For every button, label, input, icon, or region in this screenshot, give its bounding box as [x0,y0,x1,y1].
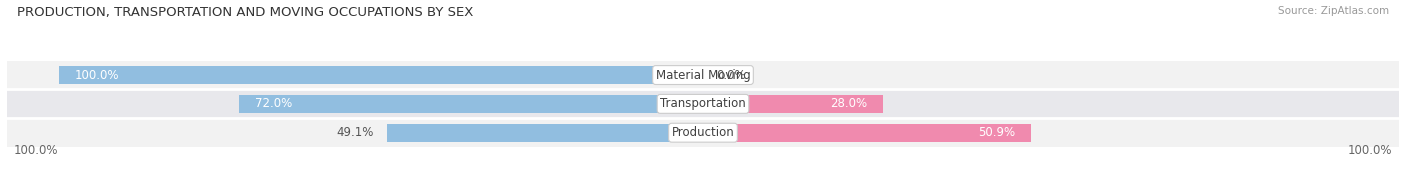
Bar [239,95,703,113]
Text: 72.0%: 72.0% [254,97,292,110]
Text: PRODUCTION, TRANSPORTATION AND MOVING OCCUPATIONS BY SEX: PRODUCTION, TRANSPORTATION AND MOVING OC… [17,6,474,19]
Bar [7,61,1399,89]
Text: Source: ZipAtlas.com: Source: ZipAtlas.com [1278,6,1389,16]
Text: 50.9%: 50.9% [977,126,1015,139]
Text: 100.0%: 100.0% [1348,144,1392,157]
Text: Material Moving: Material Moving [655,69,751,82]
Bar [703,95,883,113]
Text: 100.0%: 100.0% [75,69,120,82]
Text: 49.1%: 49.1% [336,126,374,139]
Text: 28.0%: 28.0% [830,97,868,110]
Text: 0.0%: 0.0% [716,69,745,82]
Text: Production: Production [672,126,734,139]
Bar [703,124,1031,142]
Bar [59,66,703,84]
Text: Transportation: Transportation [661,97,745,110]
Bar [387,124,703,142]
Bar [7,118,1399,147]
Bar [7,89,1399,118]
Text: 100.0%: 100.0% [14,144,58,157]
